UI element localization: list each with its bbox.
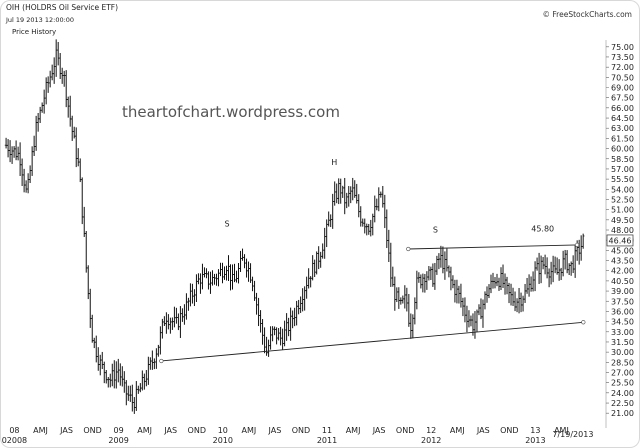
trendline-handle [581, 320, 586, 325]
annotation-label: 45.80 [531, 224, 554, 233]
price-axis-label: 33.00 [611, 328, 634, 337]
price-axis-label: 21.00 [611, 409, 634, 418]
price-axis-label: 43.50 [611, 257, 634, 266]
last-price-box [606, 234, 634, 247]
time-axis-label: AMJ [450, 426, 465, 435]
price-axis-label: 60.00 [611, 145, 634, 154]
price-axis-label: 24.00 [611, 389, 634, 398]
time-axis-label: OND [500, 426, 518, 435]
year-label: 2012 [421, 436, 441, 445]
price-axis-label: 31.50 [611, 338, 634, 347]
trendline-handle [574, 242, 580, 248]
trendline-handle [406, 246, 411, 252]
price-axis-label: 37.50 [611, 297, 634, 306]
chart-datetime: Jul 19 2013 12:00:00 [6, 16, 75, 24]
price-axis-label: 30.00 [611, 348, 634, 357]
annotation-label: S [224, 220, 229, 229]
year-label: 02008 [2, 436, 27, 445]
price-axis-label: 22.50 [611, 399, 634, 408]
time-axis-label: 10 [218, 426, 228, 435]
year-label: 2010 [213, 436, 233, 445]
chart-caption: Price History [12, 28, 57, 36]
time-axis-label: AMJ [137, 426, 152, 435]
watermark: theartofchart.wordpress.com [122, 103, 340, 121]
last-price-label: 46.46 [609, 236, 632, 245]
price-axis-label: 42.00 [611, 267, 634, 276]
price-axis-label: 34.50 [611, 318, 634, 327]
trendline-handle [159, 358, 164, 364]
time-axis-label: AMJ [33, 426, 48, 435]
annotation-label: S [433, 226, 438, 235]
price-axis-label: 73.50 [611, 53, 634, 62]
time-axis-label: AMJ [554, 426, 569, 435]
year-label: 2013 [525, 436, 545, 445]
time-axis-label: OND [188, 426, 206, 435]
time-axis-label: 12 [426, 426, 436, 435]
price-axis-label: 52.50 [611, 195, 634, 204]
price-axis-label: 64.50 [611, 114, 634, 123]
time-axis-label: OND [292, 426, 310, 435]
price-axis-label: 39.00 [611, 287, 634, 296]
price-axis-label: 72.00 [611, 63, 634, 72]
time-axis-label: AMJ [346, 426, 361, 435]
price-axis-label: 36.00 [611, 307, 634, 316]
price-axis-label: 57.00 [611, 165, 634, 174]
time-axis-label: 08 [9, 426, 19, 435]
year-label: 2011 [317, 436, 337, 445]
price-axis-label: 40.50 [611, 277, 634, 286]
price-axis-label: 55.50 [611, 175, 634, 184]
time-axis-label: 09 [114, 426, 124, 435]
price-axis-label: 70.50 [611, 73, 634, 82]
price-axis-label: 27.00 [611, 369, 634, 378]
chart-title: OIH (HOLDRS Oil Service ETF) [6, 3, 119, 12]
time-axis-label: AMJ [241, 426, 256, 435]
price-axis-label: 69.00 [611, 84, 634, 93]
time-axis-label: OND [396, 426, 414, 435]
time-axis-label: JAS [59, 426, 73, 435]
price-axis-label: 75.00 [611, 43, 634, 52]
time-axis-label: JAS [268, 426, 282, 435]
price-axis-label: 54.00 [611, 185, 634, 194]
time-axis-label: JAS [476, 426, 490, 435]
price-axis-label: 28.50 [611, 358, 634, 367]
time-axis-label: JAS [372, 426, 386, 435]
source-credit: © FreeStockCharts.com [542, 10, 632, 19]
price-axis-label: 58.50 [611, 155, 634, 164]
price-axis-label: 49.50 [611, 216, 634, 225]
year-label: 2009 [108, 436, 128, 445]
time-axis-label: 11 [322, 426, 332, 435]
trendline-resistance [408, 244, 578, 250]
price-axis-label: 48.00 [611, 226, 634, 235]
price-axis-label: 45.00 [611, 246, 634, 255]
price-axis-label: 67.50 [611, 94, 634, 103]
trendline-neckline [161, 321, 584, 362]
annotation-label: H [331, 158, 337, 167]
price-axis-label: 61.50 [611, 134, 634, 143]
price-axis-label: 66.00 [611, 104, 634, 113]
time-axis-label: 13 [530, 426, 540, 435]
price-axis-label: 51.00 [611, 206, 634, 215]
last-date-label: 7/19/2013 [552, 430, 593, 439]
price-axis-label: 25.50 [611, 379, 634, 388]
time-axis-label: JAS [163, 426, 177, 435]
price-axis-label: 63.00 [611, 124, 634, 133]
time-axis-label: OND [83, 426, 101, 435]
